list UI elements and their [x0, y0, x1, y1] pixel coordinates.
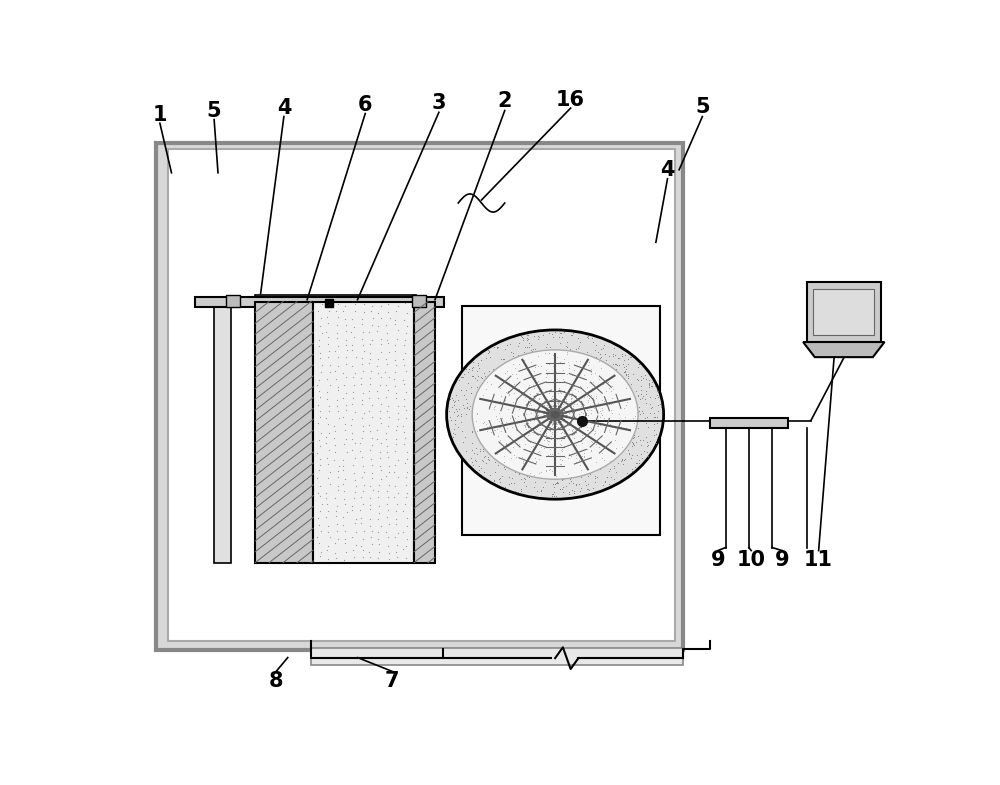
Circle shape: [447, 330, 664, 499]
Text: 6: 6: [358, 95, 372, 115]
Bar: [813, 289, 874, 334]
Text: 16: 16: [556, 90, 585, 110]
Bar: [195, 298, 444, 307]
Bar: [156, 143, 683, 650]
Text: 10: 10: [737, 550, 766, 570]
Bar: [255, 301, 313, 563]
Text: 4: 4: [660, 160, 675, 180]
Text: 8: 8: [269, 670, 283, 691]
Text: 4: 4: [277, 98, 291, 118]
Polygon shape: [807, 282, 881, 342]
Text: 9: 9: [775, 550, 790, 570]
Circle shape: [472, 350, 638, 479]
Bar: [214, 300, 231, 563]
Polygon shape: [803, 342, 885, 357]
Bar: [168, 148, 675, 641]
Bar: [710, 418, 788, 428]
Text: 11: 11: [804, 550, 833, 570]
Text: 9: 9: [711, 550, 725, 570]
Text: 7: 7: [385, 670, 400, 691]
Bar: [311, 648, 683, 666]
Text: 5: 5: [207, 101, 221, 121]
Bar: [226, 295, 240, 307]
Bar: [416, 300, 433, 563]
Bar: [414, 301, 435, 563]
Text: 2: 2: [498, 92, 512, 111]
Text: 3: 3: [432, 93, 446, 113]
Text: 1: 1: [153, 105, 167, 126]
Bar: [412, 295, 426, 307]
Bar: [313, 301, 414, 563]
Bar: [462, 306, 660, 535]
Text: 5: 5: [695, 97, 710, 118]
Bar: [255, 295, 416, 303]
